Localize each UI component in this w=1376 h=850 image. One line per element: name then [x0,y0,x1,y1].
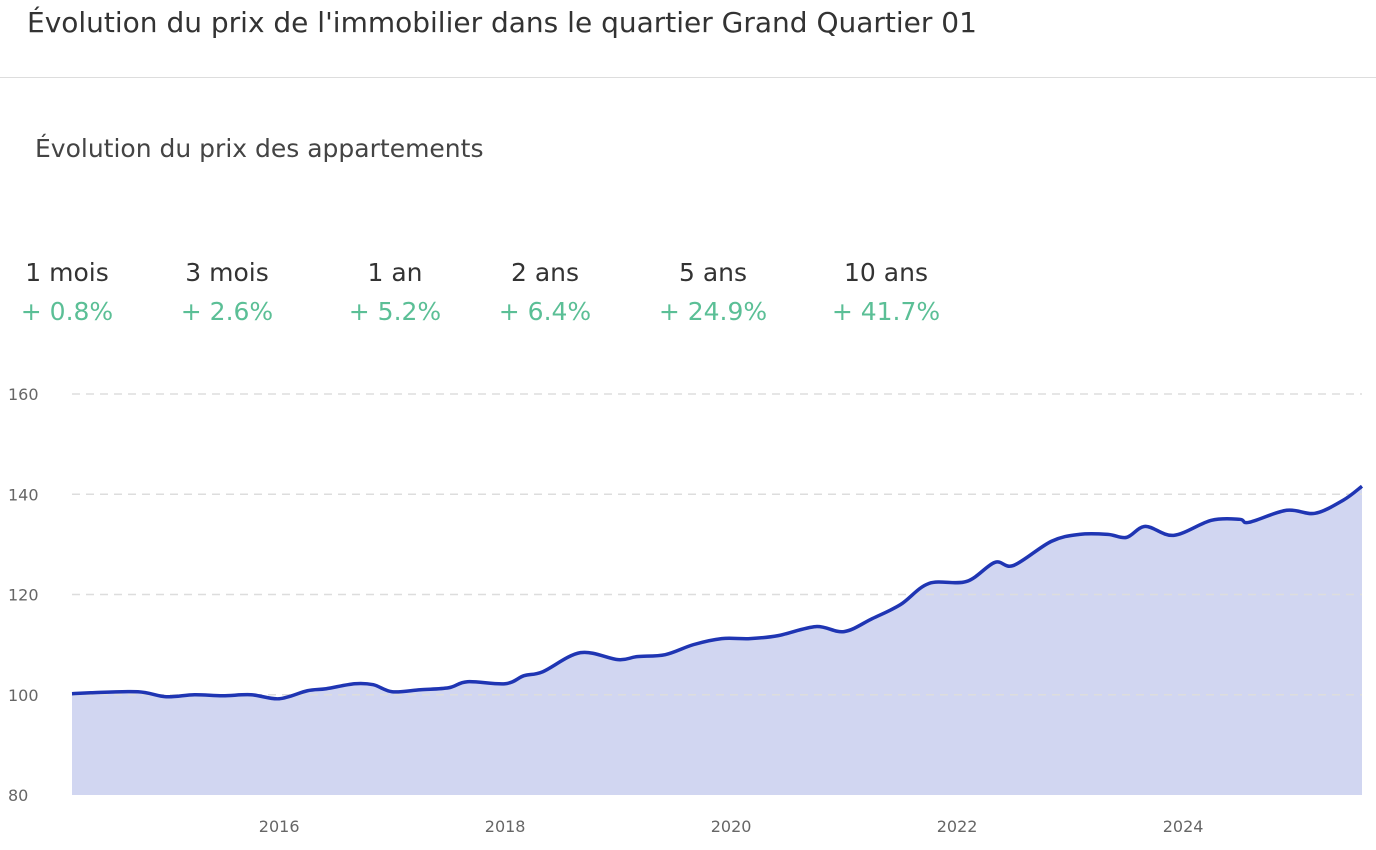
period-change-value: + 6.4% [498,297,592,326]
x-tick-label: 2020 [711,817,752,836]
period-label: 2 ans [510,258,580,287]
period-change-value: + 41.7% [831,297,941,326]
period-change-value: + 5.2% [348,297,442,326]
section-subtitle: Évolution du prix des appartements [35,134,484,163]
period-3: 2 ans + 6.4% [465,258,625,326]
period-4: 5 ans + 24.9% [633,258,793,326]
x-tick-label: 2024 [1163,817,1204,836]
period-change-value: + 24.9% [658,297,768,326]
divider [0,77,1376,78]
period-label: 1 an [367,258,423,287]
period-label: 3 mois [185,258,269,287]
period-2: 1 an + 5.2% [315,258,475,326]
y-tick-label: 160 [8,385,39,404]
period-0: 1 mois + 0.8% [0,258,147,326]
series-line [71,484,1364,701]
y-tick-label: 120 [8,586,39,605]
x-tick-label: 2016 [259,817,300,836]
period-5: 10 ans + 41.7% [806,258,966,326]
period-label: 10 ans [844,258,928,287]
y-tick-label: 100 [8,686,39,705]
y-tick-label: 140 [8,485,39,504]
period-label: 1 mois [25,258,109,287]
x-tick-label: 2022 [937,817,978,836]
period-change-value: + 2.6% [180,297,274,326]
period-label: 5 ans [678,258,748,287]
y-tick-label: 80 [8,786,28,805]
period-change-value: + 0.8% [20,297,114,326]
x-tick-label: 2018 [485,817,526,836]
page-title: Évolution du prix de l'immobilier dans l… [27,6,977,39]
period-1: 3 mois + 2.6% [147,258,307,326]
